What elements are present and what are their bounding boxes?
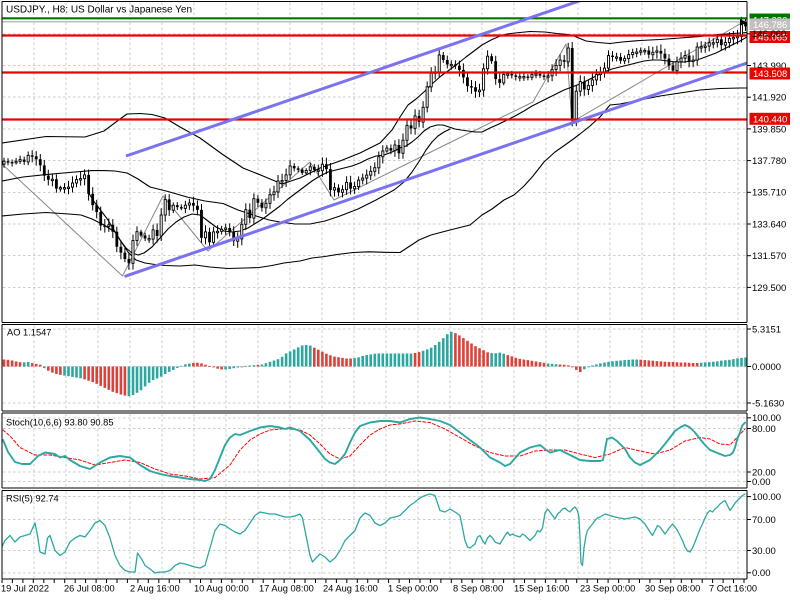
svg-text:131.570: 131.570 [752,251,786,262]
svg-text:0.00: 0.00 [752,568,771,579]
svg-text:Stoch(10,6,6) 93.80 90.85: Stoch(10,6,6) 93.80 90.85 [6,418,114,428]
svg-text:100.00: 100.00 [752,492,781,503]
svg-text:10 Aug 00:00: 10 Aug 00:00 [194,584,249,594]
svg-text:137.780: 137.780 [752,156,786,167]
svg-text:146.786: 146.786 [753,20,787,31]
svg-text:5.3151: 5.3151 [752,324,781,335]
svg-text:8 Sep 08:00: 8 Sep 08:00 [453,584,503,594]
svg-text:23 Sep 00:00: 23 Sep 00:00 [580,584,635,594]
svg-text:AO 1.1547: AO 1.1547 [7,328,51,338]
svg-text:1 Sep 00:00: 1 Sep 00:00 [388,584,438,594]
svg-text:20.00: 20.00 [752,467,776,478]
svg-text:30.00: 30.00 [752,546,776,557]
svg-text:133.640: 133.640 [752,219,786,230]
svg-text:2 Aug 16:00: 2 Aug 16:00 [130,584,180,594]
svg-text:19 Jul 2022: 19 Jul 2022 [1,584,49,594]
svg-text:USDJPY., H8: US Dollar vs Jap: USDJPY., H8: US Dollar vs Japanese Yen [6,5,192,16]
svg-text:70.00: 70.00 [752,515,776,526]
svg-text:26 Jul 08:00: 26 Jul 08:00 [64,584,115,594]
svg-text:30 Sep 08:00: 30 Sep 08:00 [645,584,700,594]
svg-text:0.00: 0.00 [752,477,771,488]
svg-text:0.0000: 0.0000 [752,362,781,373]
svg-text:145.065: 145.065 [753,33,787,44]
svg-text:129.500: 129.500 [752,283,786,294]
svg-text:143.508: 143.508 [753,69,787,80]
svg-text:139.850: 139.850 [752,124,786,135]
svg-text:135.710: 135.710 [752,188,786,199]
svg-text:15 Sep 16:00: 15 Sep 16:00 [514,584,569,594]
svg-text:17 Aug 08:00: 17 Aug 08:00 [259,584,314,594]
svg-text:80.00: 80.00 [752,424,776,435]
svg-text:24 Aug 16:00: 24 Aug 16:00 [323,584,378,594]
svg-text:146.060: 146.060 [752,29,786,40]
svg-text:7 Oct 16:00: 7 Oct 16:00 [709,584,757,594]
svg-text:-5.1630: -5.1630 [752,398,784,409]
svg-text:RSI(5) 92.74: RSI(5) 92.74 [6,494,59,504]
svg-text:100.00: 100.00 [752,413,781,424]
svg-text:143.990: 143.990 [752,61,786,72]
svg-text:140.440: 140.440 [753,114,787,125]
svg-text:141.920: 141.920 [752,93,786,104]
